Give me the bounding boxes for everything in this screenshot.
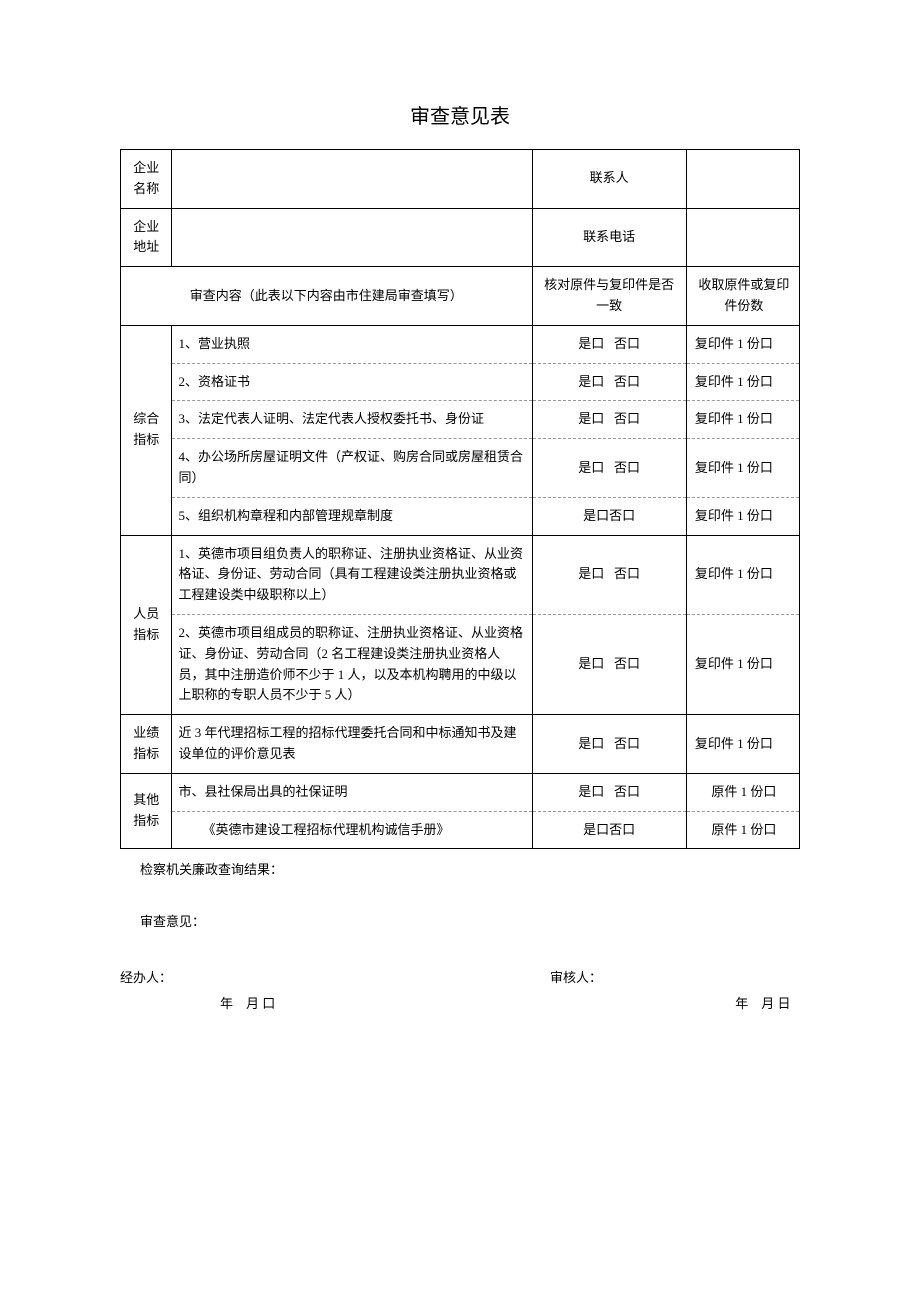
item-copies: 复印件 1 份口 — [686, 535, 799, 614]
item-check: 是口 否口 — [532, 715, 686, 774]
item-copies: 复印件 1 份口 — [686, 497, 799, 535]
contact-person-label: 联系人 — [532, 150, 686, 209]
contact-phone-label: 联系电话 — [532, 208, 686, 267]
contact-person-value — [686, 150, 799, 209]
item-content: 《英德市建设工程招标代理机构诚信手册》 — [172, 811, 532, 849]
item-copies: 原件 1 份口 — [686, 811, 799, 849]
page-title: 审查意见表 — [120, 100, 800, 129]
item-content: 5、组织机构章程和内部管理规章制度 — [172, 497, 532, 535]
item-content: 2、资格证书 — [172, 363, 532, 401]
item-copies: 复印件 1 份口 — [686, 715, 799, 774]
item-content: 1、英德市项目组负责人的职称证、注册执业资格证、从业资格证、身份证、劳动合同（具… — [172, 535, 532, 614]
section-check-header: 核对原件与复印件是否一致 — [532, 267, 686, 326]
item-copies: 复印件 1 份口 — [686, 614, 799, 714]
item-check: 是口 否口 — [532, 773, 686, 811]
item-check: 是口 否口 — [532, 439, 686, 498]
item-content: 市、县社保局出具的社保证明 — [172, 773, 532, 811]
reviewer-label: 审核人： — [370, 965, 800, 991]
item-copies: 复印件 1 份口 — [686, 401, 799, 439]
item-copies: 复印件 1 份口 — [686, 325, 799, 363]
item-check: 是口 否口 — [532, 535, 686, 614]
item-copies: 复印件 1 份口 — [686, 439, 799, 498]
date-right: 年 月 日 — [275, 991, 790, 1017]
item-check: 是口 否口 — [532, 401, 686, 439]
category-other: 其他指标 — [121, 773, 172, 849]
item-check: 是口 否口 — [532, 325, 686, 363]
company-address-label: 企业地址 — [121, 208, 172, 267]
company-name-label: 企业名称 — [121, 150, 172, 209]
section-copies-header: 收取原件或复印件份数 — [686, 267, 799, 326]
item-check: 是口 否口 — [532, 363, 686, 401]
item-check: 是口否口 — [532, 497, 686, 535]
category-performance: 业绩指标 — [121, 715, 172, 774]
item-check: 是口 否口 — [532, 614, 686, 714]
item-content: 1、营业执照 — [172, 325, 532, 363]
category-personnel: 人员指标 — [121, 535, 172, 715]
section-content-header: 审查内容（此表以下内容由市住建局审查填写） — [121, 267, 533, 326]
item-content: 2、英德市项目组成员的职称证、注册执业资格证、从业资格证、身份证、劳动合同（2 … — [172, 614, 532, 714]
item-copies: 原件 1 份口 — [686, 773, 799, 811]
contact-phone-value — [686, 208, 799, 267]
item-content: 近 3 年代理招标工程的招标代理委托合同和中标通知书及建设单位的评价意见表 — [172, 715, 532, 774]
category-comprehensive: 综合指标 — [121, 325, 172, 535]
item-content: 4、办公场所房屋证明文件（产权证、购房合同或房屋租赁合同） — [172, 439, 532, 498]
item-copies: 复印件 1 份口 — [686, 363, 799, 401]
handler-label: 经办人： — [120, 965, 370, 991]
item-check: 是口否口 — [532, 811, 686, 849]
inspection-result-label: 检察机关廉政查询结果： — [120, 857, 800, 883]
company-name-value — [172, 150, 532, 209]
company-address-value — [172, 208, 532, 267]
review-table: 企业名称 联系人 企业地址 联系电话 审查内容（此表以下内容由市住建局审查填写）… — [120, 149, 800, 849]
review-opinion-label: 审查意见： — [120, 909, 800, 935]
item-content: 3、法定代表人证明、法定代表人授权委托书、身份证 — [172, 401, 532, 439]
footer-section: 检察机关廉政查询结果： 审查意见： 经办人： 审核人： 年 月 口 年 月 日 — [120, 857, 800, 1017]
date-left: 年 月 口 — [120, 991, 275, 1017]
